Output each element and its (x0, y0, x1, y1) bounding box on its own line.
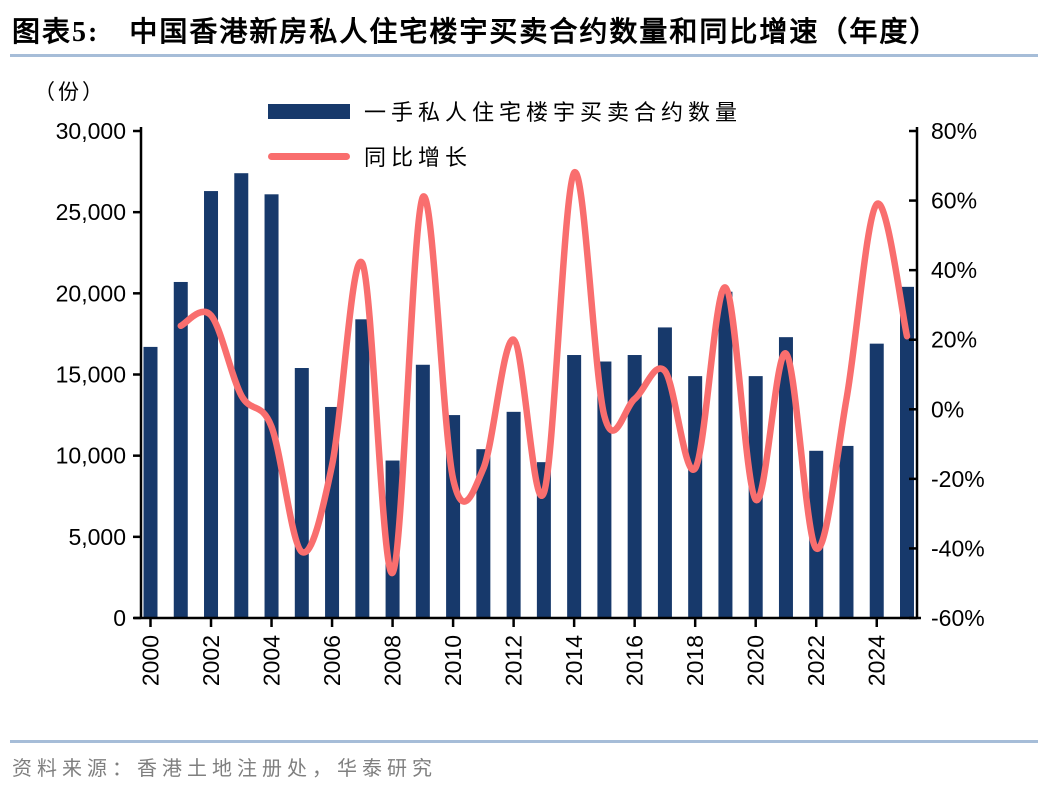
bar-2025 (900, 286, 914, 618)
left-axis-tick-label: 10,000 (56, 443, 126, 469)
x-axis-tick-label: 2002 (198, 635, 224, 686)
x-axis-tick-label: 2018 (682, 635, 708, 686)
left-axis-tick-label: 30,000 (56, 118, 126, 144)
left-axis-tick-label: 25,000 (56, 199, 126, 225)
bar-2021 (778, 337, 793, 618)
bar-2009 (415, 364, 430, 618)
x-axis-tick-label: 2004 (259, 635, 285, 686)
bar-2013 (536, 462, 551, 618)
x-axis-tick-label: 2000 (138, 635, 164, 686)
footer-divider (10, 740, 1038, 743)
right-axis-tick-label: 20% (931, 327, 977, 353)
x-axis-tick-label: 2012 (501, 635, 527, 686)
chart-title: 图表5: 中国香港新房私人住宅楼宇买卖合约数量和同比增速（年度） (12, 10, 1036, 50)
right-axis-tick-label: -20% (931, 466, 985, 492)
right-axis-tick-label: -40% (931, 535, 985, 561)
left-axis-tick-label: 15,000 (56, 362, 126, 388)
bar-2022 (809, 450, 824, 618)
line-series-swatch (268, 152, 350, 160)
line-series-label: 同比增长 (364, 145, 473, 170)
x-axis-tick-label: 2014 (561, 635, 587, 686)
bar-2016 (627, 355, 642, 618)
legend-item-bars: 一手私人住宅楼宇买卖合约数量 (268, 95, 742, 127)
right-axis-tick-label: 40% (931, 257, 977, 283)
bar-series-label: 一手私人住宅楼宇买卖合约数量 (364, 100, 743, 125)
bar-2005 (294, 368, 309, 618)
bar-2004 (264, 194, 279, 618)
chart-legend: 一手私人住宅楼宇买卖合约数量 同比增长 (268, 95, 742, 172)
chart-number-label: 图表5: (12, 17, 100, 48)
right-axis-tick-label: -60% (931, 605, 985, 631)
bar-2023 (839, 445, 854, 618)
x-axis-tick-label: 2020 (743, 635, 769, 686)
x-axis-tick-label: 2006 (319, 635, 345, 686)
chart-title-text: 中国香港新房私人住宅楼宇买卖合约数量和同比增速（年度） (129, 17, 940, 48)
left-axis-tick-label: 0 (113, 605, 126, 631)
source-note: 资料来源：香港土地注册处，华泰研究 (12, 758, 437, 780)
bar-2008 (385, 460, 400, 618)
bar-series-swatch (268, 103, 350, 119)
left-axis-unit-label: （份） (34, 80, 106, 104)
bar-2017 (657, 327, 672, 618)
bar-2024 (869, 343, 884, 618)
bar-2012 (506, 411, 521, 618)
bar-2014 (567, 355, 582, 618)
bar-2000 (143, 346, 158, 618)
right-axis-tick-label: 80% (931, 118, 977, 144)
bar-2002 (204, 191, 219, 618)
x-axis-tick-label: 2022 (803, 635, 829, 686)
bar-2001 (173, 281, 188, 618)
right-axis-tick-label: 0% (931, 396, 964, 422)
bar-2011 (476, 449, 491, 618)
x-axis-tick-label: 2010 (440, 635, 466, 686)
right-axis-tick-label: 60% (931, 188, 977, 214)
left-axis-tick-label: 5,000 (68, 524, 126, 550)
bar-2019 (718, 291, 733, 618)
x-axis-tick-label: 2008 (380, 635, 406, 686)
left-axis-tick-label: 20,000 (56, 280, 126, 306)
combo-chart: 0 5,000 10,000 15,000 20,000 25,000 30,000 -60%… (56, 118, 985, 686)
legend-item-line: 同比增长 (268, 140, 742, 172)
x-axis-tick-label: 2016 (622, 635, 648, 686)
yoy-line (177, 169, 911, 577)
title-divider (10, 54, 1038, 57)
x-axis-tick-label: 2024 (864, 635, 890, 686)
bar-2018 (688, 376, 703, 618)
bar-2007 (355, 319, 370, 618)
